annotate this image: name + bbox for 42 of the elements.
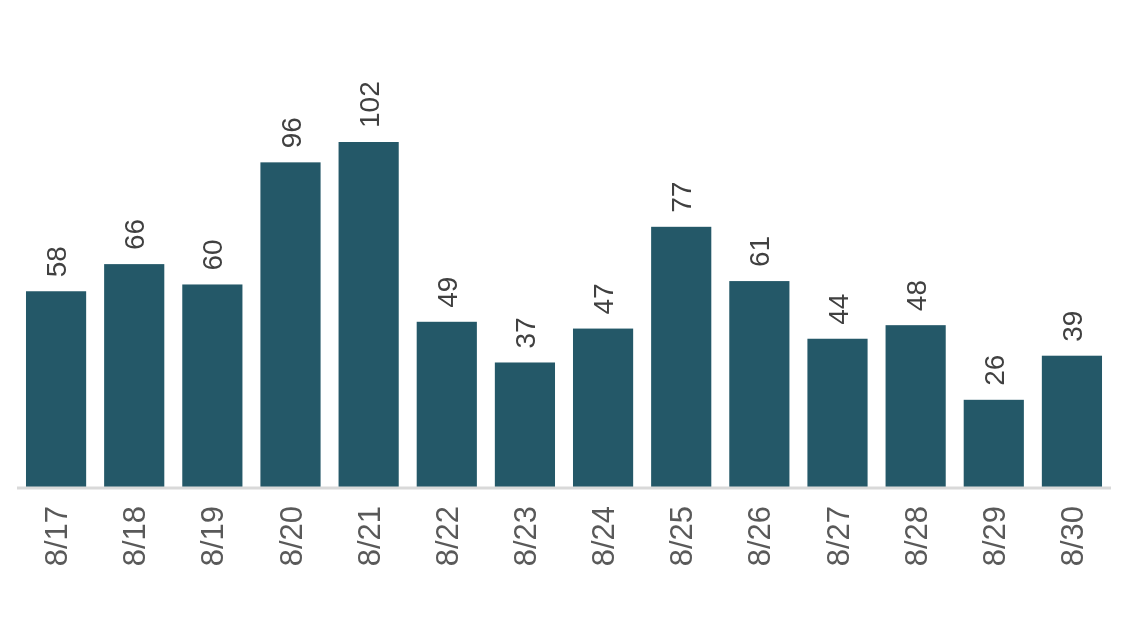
data-label: 96	[275, 117, 307, 149]
data-label: 44	[822, 293, 854, 325]
bar	[807, 338, 868, 488]
bar	[104, 264, 165, 488]
data-label: 39	[1056, 310, 1088, 342]
x-tick-label: 8/26	[742, 506, 778, 567]
x-tick-label: 8/25	[664, 506, 700, 567]
x-tick-label: 8/23	[507, 506, 543, 567]
x-tick-label: 8/22	[429, 506, 465, 567]
x-tick-label: 8/27	[820, 506, 856, 567]
x-tick-label: 8/17	[39, 506, 75, 567]
data-label: 47	[588, 283, 620, 315]
data-label: 77	[666, 181, 698, 213]
data-label: 60	[197, 239, 229, 271]
x-tick-label: 8/28	[898, 506, 934, 567]
x-tick-label: 8/18	[117, 506, 153, 567]
bar	[572, 328, 634, 488]
data-label: 48	[900, 280, 932, 312]
bar	[416, 321, 477, 488]
bar	[494, 362, 556, 488]
bar	[963, 399, 1024, 488]
bar	[260, 162, 321, 488]
bar	[25, 291, 87, 488]
bar	[1041, 355, 1103, 488]
bar	[182, 284, 243, 488]
x-tick-label: 8/29	[976, 506, 1012, 567]
bar	[885, 325, 946, 488]
x-tick-label: 8/24	[586, 506, 622, 567]
bar	[651, 226, 712, 488]
data-label: 49	[431, 276, 463, 308]
bar	[729, 281, 790, 488]
bar	[338, 142, 399, 488]
data-label: 61	[744, 235, 776, 268]
x-tick-label: 8/30	[1054, 506, 1090, 567]
data-label: 102	[353, 81, 385, 128]
data-label: 66	[119, 218, 151, 251]
data-label: 58	[41, 246, 73, 278]
data-label: 37	[509, 317, 541, 349]
x-tick-label: 8/20	[273, 506, 309, 567]
x-tick-label: 8/19	[195, 506, 231, 567]
x-tick-label: 8/21	[351, 506, 387, 567]
data-label: 26	[978, 354, 1010, 386]
